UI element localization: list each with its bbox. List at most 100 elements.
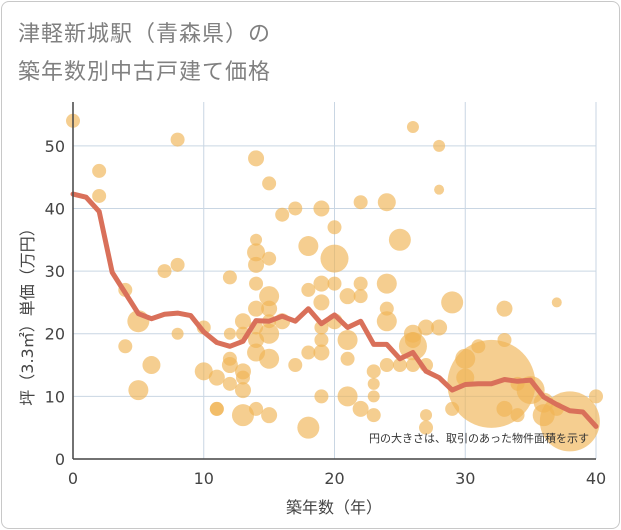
data-bubble (433, 139, 446, 152)
y-tick-label: 40 (45, 199, 65, 218)
data-bubble (377, 193, 396, 212)
data-bubble (249, 401, 264, 416)
data-bubble (223, 327, 236, 340)
data-bubble (261, 407, 278, 424)
data-bubble (313, 200, 330, 217)
data-bubble (157, 264, 172, 279)
y-tick-label: 0 (55, 450, 65, 469)
trend-line (70, 191, 599, 429)
data-bubble (301, 282, 316, 297)
x-tick-label: 20 (324, 469, 344, 488)
data-bubble (313, 294, 330, 311)
data-bubble (248, 150, 265, 167)
data-bubble (262, 176, 277, 191)
data-bubble (418, 319, 435, 336)
data-bubble (288, 358, 303, 373)
x-tick-label: 30 (455, 469, 475, 488)
chart-title-line2: 築年数別中古戸建て価格 (18, 60, 272, 85)
data-bubble (259, 348, 280, 369)
data-bubble (392, 358, 407, 373)
data-bubble (337, 386, 358, 407)
data-bubble (352, 400, 369, 417)
data-bubble (259, 286, 280, 307)
x-tick-label: 0 (68, 469, 78, 488)
x-axis-label: 築年数（年） (286, 498, 382, 517)
data-bubble (379, 358, 394, 373)
data-bubble (234, 313, 251, 330)
data-bubble (249, 276, 264, 291)
data-bubble (118, 339, 133, 354)
data-bubble (208, 369, 225, 386)
data-bubble (388, 228, 411, 251)
x-tick-label: 40 (586, 469, 606, 488)
data-bubble (340, 351, 355, 366)
chart-title-line1: 津軽新城駅（青森県）の (18, 22, 272, 47)
data-bubble (221, 357, 238, 374)
y-axis-label: 坪（3.3㎡）単価（万円） (18, 220, 37, 405)
data-bubble (262, 251, 277, 266)
tick-labels: 0 10 20 30 40 0 10 20 30 40 50 (45, 137, 607, 488)
data-bubble (353, 195, 368, 210)
data-bubble (353, 289, 368, 304)
data-bubble (194, 362, 213, 381)
data-bubble (539, 391, 600, 452)
data-bubble (367, 377, 380, 390)
data-bubble (235, 370, 250, 385)
data-bubble (142, 356, 161, 375)
data-bubble (510, 408, 525, 423)
data-bubble (261, 300, 278, 317)
data-bubble (434, 184, 445, 195)
data-bubble (275, 207, 290, 222)
axes (72, 102, 596, 460)
data-bubble (301, 345, 316, 360)
data-bubble (406, 121, 419, 134)
data-bubble (209, 401, 224, 416)
data-bubble (366, 408, 381, 423)
y-tick-label: 30 (45, 262, 65, 281)
data-bubble (441, 291, 464, 314)
data-bubble (376, 311, 397, 332)
data-bubble (288, 201, 303, 216)
data-bubble (327, 276, 342, 291)
data-bubble (337, 330, 358, 350)
data-bubble (92, 188, 107, 203)
data-bubble (222, 376, 237, 391)
data-bubble (222, 270, 237, 285)
data-bubble (128, 380, 149, 401)
data-bubble (353, 276, 368, 291)
data-bubble (250, 233, 263, 246)
data-bubble (248, 256, 265, 273)
data-bubble (259, 323, 280, 344)
data-bubble (589, 389, 603, 404)
size-note: 円の大きさは、取引のあった物件面積を示す (369, 431, 589, 445)
data-bubble (551, 297, 562, 308)
y-tick-label: 50 (45, 137, 65, 156)
data-bubble (431, 319, 448, 336)
data-bubble (496, 400, 513, 417)
data-bubble (248, 300, 265, 317)
data-bubble (419, 420, 434, 435)
y-tick-label: 10 (45, 387, 65, 406)
data-bubble (327, 220, 342, 235)
data-bubble (234, 382, 251, 399)
data-bubble (171, 327, 184, 340)
data-bubble (92, 163, 107, 178)
data-bubble (247, 243, 266, 262)
data-bubble (170, 132, 185, 147)
data-bubble (376, 273, 397, 294)
data-bubble (497, 333, 512, 347)
data-bubble (320, 244, 349, 273)
data-bubble (366, 364, 381, 379)
data-bubble (298, 236, 319, 257)
data-bubble (367, 390, 380, 403)
data-bubble (231, 404, 254, 427)
data-bubble (313, 275, 330, 292)
data-bubble (297, 416, 320, 439)
data-bubble (420, 409, 433, 422)
x-tick-label: 10 (194, 469, 214, 488)
data-bubble (339, 288, 356, 305)
data-bubble (496, 300, 513, 317)
y-tick-label: 20 (45, 325, 65, 344)
